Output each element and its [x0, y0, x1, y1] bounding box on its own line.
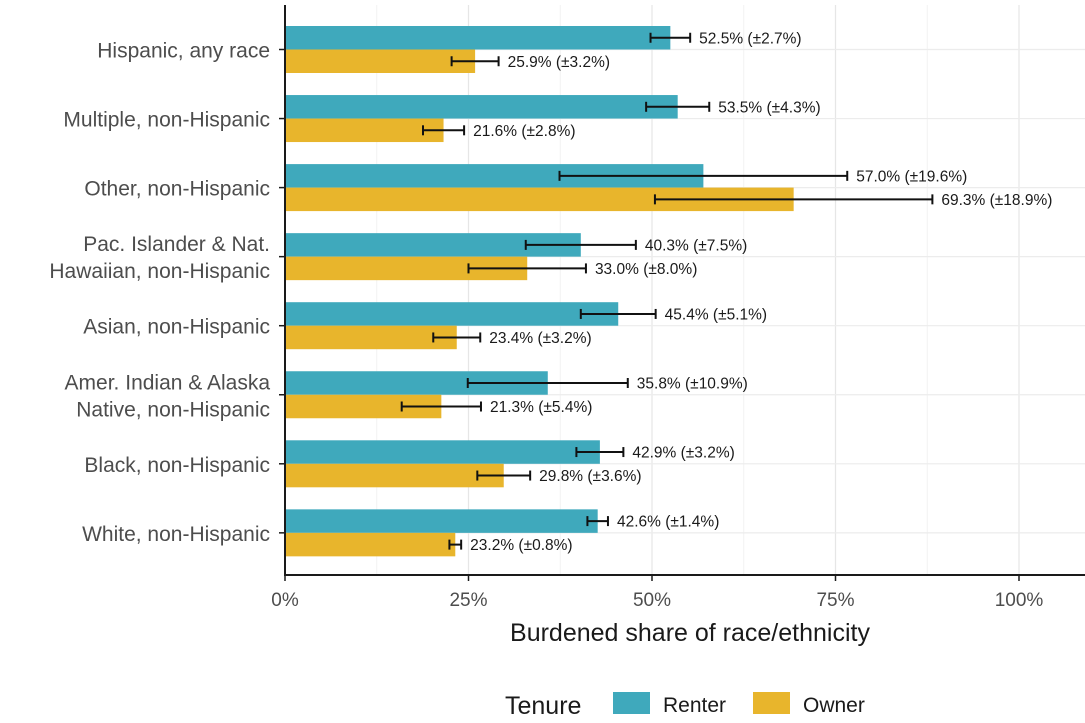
data-label: 35.8% (±10.9%)	[637, 376, 748, 393]
category-label: Black, non-Hispanic	[84, 454, 270, 477]
x-tick-label: 25%	[449, 590, 487, 611]
data-label: 45.4% (±5.1%)	[665, 306, 767, 323]
data-label: 52.5% (±2.7%)	[699, 30, 801, 47]
legend: Tenure Renter Owner	[505, 692, 865, 720]
data-label: 57.0% (±19.6%)	[856, 168, 967, 185]
category-label: Pac. Islander & Nat.	[83, 233, 270, 256]
category-label: Multiple, non-Hispanic	[63, 109, 270, 132]
grid-layer	[284, 5, 1085, 575]
bar-owner	[285, 49, 476, 73]
data-label: 42.9% (±3.2%)	[632, 445, 734, 462]
data-label: 23.4% (±3.2%)	[489, 330, 591, 347]
bar-owner	[285, 187, 794, 212]
bar-renter	[285, 233, 581, 257]
bar-renter	[285, 509, 598, 533]
legend-swatch-owner	[753, 692, 790, 714]
bar-owner	[285, 325, 457, 350]
data-label: 23.2% (±0.8%)	[470, 537, 572, 554]
legend-label-owner: Owner	[803, 694, 865, 717]
data-label: 42.6% (±1.4%)	[617, 514, 719, 531]
data-label: 69.3% (±18.9%)	[941, 192, 1052, 209]
bar-renter	[285, 95, 678, 119]
data-label: 29.8% (±3.6%)	[539, 468, 641, 485]
legend-swatch-renter	[613, 692, 650, 714]
x-tick-label: 75%	[816, 590, 854, 611]
data-label: 21.3% (±5.4%)	[490, 399, 592, 416]
bars-layer	[285, 26, 934, 557]
category-label: Asian, non-Hispanic	[83, 316, 270, 339]
data-label: 40.3% (±7.5%)	[645, 237, 747, 254]
bar-renter	[285, 26, 671, 50]
legend-title: Tenure	[505, 692, 581, 720]
category-label: Native, non-Hispanic	[76, 398, 270, 421]
category-label: Other, non-Hispanic	[84, 178, 270, 201]
data-label: 53.5% (±4.3%)	[718, 99, 820, 116]
x-tick-label: 50%	[633, 590, 671, 611]
x-axis-title: Burdened share of race/ethnicity	[510, 619, 870, 647]
data-label: 25.9% (±3.2%)	[508, 54, 610, 71]
bar-renter	[285, 371, 548, 395]
data-label: 33.0% (±8.0%)	[595, 261, 697, 278]
x-tick-label: 100%	[995, 590, 1044, 611]
bar-owner	[285, 118, 444, 143]
data-label: 21.6% (±2.8%)	[473, 123, 575, 140]
legend-label-renter: Renter	[663, 694, 726, 717]
bar-owner	[285, 463, 504, 488]
bar-owner	[285, 394, 442, 419]
bar-owner	[285, 256, 528, 281]
category-label: Amer. Indian & Alaska	[65, 371, 271, 394]
bar-owner	[285, 532, 456, 557]
category-label: Hispanic, any race	[97, 40, 270, 63]
category-label: White, non-Hispanic	[82, 523, 270, 546]
category-label: Hawaiian, non-Hispanic	[49, 260, 270, 283]
legend-items: Renter Owner	[613, 692, 865, 717]
bar-renter	[285, 302, 619, 326]
bar-renter	[285, 164, 704, 188]
x-tick-label: 0%	[271, 590, 299, 611]
bar-renter	[285, 440, 600, 464]
axis-layer: 0% 25% 50% 75% 100%	[271, 5, 1085, 611]
labels-layer: 52.5% (±2.7%) 25.9% (±3.2%) Hispanic, any …	[49, 30, 1052, 554]
